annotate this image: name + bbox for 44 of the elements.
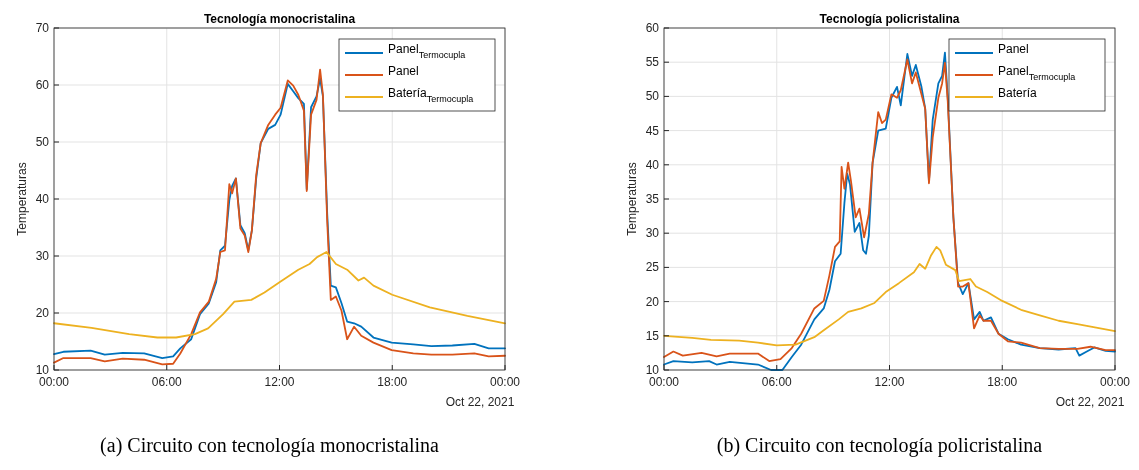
y-axis-title: Temperaturas bbox=[15, 162, 29, 236]
y-tick-label: 25 bbox=[645, 260, 660, 275]
y-tick-label: 50 bbox=[645, 89, 660, 104]
y-tick-label: 40 bbox=[645, 157, 660, 172]
y-tick-label: 15 bbox=[645, 328, 660, 343]
x-tick-label: 06:00 bbox=[761, 375, 793, 389]
legend-label: Batería bbox=[998, 86, 1038, 100]
y-tick-label: 50 bbox=[35, 135, 50, 149]
text: Oct 22, 2021 bbox=[1055, 395, 1125, 409]
y-tick-label: 55 bbox=[645, 55, 660, 70]
line-series bbox=[53, 251, 506, 339]
y-tick-label: 30 bbox=[35, 249, 50, 263]
text: (a) Circuito con tecnología monocristalina bbox=[100, 434, 440, 457]
x-tick-label: 00:00 bbox=[489, 375, 521, 389]
x-tick-label: 00:00 bbox=[1099, 375, 1131, 389]
legend-label: Panel bbox=[998, 42, 1029, 56]
y-tick-label: 10 bbox=[35, 363, 50, 377]
y-tick-label: 20 bbox=[645, 294, 660, 309]
x-tick-label: 18:00 bbox=[987, 375, 1018, 389]
text: Oct 22, 2021 bbox=[445, 395, 515, 409]
x-tick-label: 18:00 bbox=[377, 375, 408, 389]
y-tick-label: 20 bbox=[35, 306, 50, 320]
y-tick-label: 60 bbox=[645, 21, 660, 35]
legend-label: Panel$_{Termocupla}$ bbox=[388, 42, 466, 60]
legend-label: Panel bbox=[388, 64, 419, 78]
text: (b) Circuito con tecnología policristalina bbox=[716, 434, 1043, 457]
y-tick-label: 60 bbox=[35, 78, 50, 92]
x-tick-label: 06:00 bbox=[151, 375, 183, 389]
line-series bbox=[663, 245, 1116, 347]
chart-title: Tecnología monocristalina bbox=[203, 12, 356, 26]
y-tick-label: 70 bbox=[35, 21, 50, 35]
y-tick-label: 30 bbox=[645, 226, 660, 241]
y-tick-label: 45 bbox=[645, 123, 660, 138]
y-tick-label: 10 bbox=[645, 363, 660, 377]
x-tick-label: 12:00 bbox=[264, 375, 295, 389]
legend-label: Panel$_{Termocupla}$ bbox=[998, 64, 1076, 82]
y-tick-label: 40 bbox=[35, 192, 50, 206]
chart-title: Tecnología policristalina bbox=[819, 12, 960, 26]
legend-label: Batería$_{Termocupla}$ bbox=[388, 86, 474, 104]
x-tick-label: 12:00 bbox=[874, 375, 905, 389]
x-tick-label: 00:00 bbox=[38, 375, 70, 389]
x-tick-label: 00:00 bbox=[648, 375, 680, 389]
y-axis-title: Temperaturas bbox=[625, 162, 639, 236]
y-tick-label: 35 bbox=[645, 192, 660, 206]
